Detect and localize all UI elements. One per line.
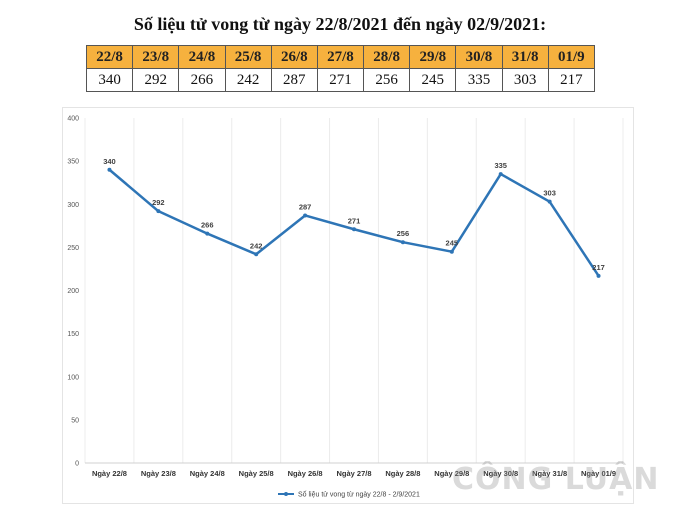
data-label: 256 — [397, 229, 410, 238]
page-title: Số liệu tử vong từ ngày 22/8/2021 đến ng… — [133, 14, 547, 34]
data-point — [156, 209, 161, 214]
y-tick-label: 150 — [67, 331, 79, 338]
data-label: 271 — [348, 216, 361, 225]
data-label: 287 — [299, 202, 312, 211]
table-value-cell: 340 — [85, 68, 134, 92]
y-tick-label: 250 — [67, 245, 79, 252]
table-header-cell: 22/8 — [85, 45, 134, 69]
table-value-cell: 303 — [501, 68, 549, 92]
chart-area: 0 50 100 150 200 250 300 350 400 Ngày 22/8 Ngày 23… — [62, 107, 634, 504]
legend-label: Số liệu tử vong từ ngày 22/8 - 2/9/2021 — [298, 490, 420, 499]
data-point — [498, 172, 503, 177]
data-point — [449, 249, 454, 254]
y-tick-label: 100 — [67, 374, 79, 381]
x-tick-label: Ngày 30/8 — [483, 469, 518, 478]
y-tick-label: 200 — [67, 288, 79, 295]
table-value-cell: 217 — [547, 68, 596, 92]
table-value-cell: 287 — [270, 68, 318, 92]
table-header-cell: 24/8 — [178, 45, 226, 69]
data-label: 335 — [494, 161, 507, 170]
y-tick-label: 0 — [75, 461, 79, 468]
table-header-cell: 31/8 — [501, 45, 549, 69]
table-header-cell: 29/8 — [409, 45, 457, 69]
data-point — [352, 227, 356, 232]
x-tick-label: Ngày 28/8 — [385, 469, 420, 478]
x-tick-label: Ngày 29/8 — [434, 469, 469, 478]
table-value-row: 340 292 266 242 287 271 256 245 335 303 … — [85, 68, 596, 92]
table-header-cell: 26/8 — [270, 45, 318, 69]
y-tick-label: 300 — [67, 202, 79, 209]
data-point — [303, 213, 308, 218]
table-header-cell: 01/9 — [547, 45, 596, 69]
data-label: 292 — [152, 198, 165, 207]
x-tick-label: Ngày 27/8 — [336, 469, 371, 478]
data-point — [107, 167, 112, 172]
table-header-cell: 25/8 — [224, 45, 272, 69]
x-tick-label: Ngày 25/8 — [239, 469, 274, 478]
data-label: 340 — [103, 157, 116, 166]
table-value-cell: 335 — [455, 68, 503, 92]
line-chart: 0 50 100 150 200 250 300 350 400 Ngày 22/8 Ngày 23… — [67, 116, 624, 499]
table-header-row: 22/8 23/8 24/8 25/8 26/8 27/8 28/8 29/8 … — [85, 45, 596, 69]
data-point — [254, 252, 259, 257]
data-label: 266 — [201, 221, 214, 230]
data-label: 245 — [446, 239, 459, 248]
table-header-cell: 28/8 — [363, 45, 411, 69]
x-tick-label: Ngày 23/8 — [141, 469, 176, 478]
watermark: CÔNG LUẬN — [452, 462, 660, 497]
table-header-cell: 23/8 — [132, 45, 180, 69]
table-header-cell: 27/8 — [316, 45, 365, 69]
table-value-cell: 256 — [363, 68, 411, 92]
data-label: 303 — [543, 189, 556, 198]
table-value-cell: 271 — [316, 68, 365, 92]
table-value-cell: 292 — [132, 68, 180, 92]
table-value-cell: 245 — [409, 68, 457, 92]
data-point — [205, 231, 210, 236]
data-point — [547, 199, 552, 204]
data-point — [400, 240, 405, 245]
x-tick-label: Ngày 24/8 — [190, 469, 225, 478]
x-tick-label: Ngày 22/8 — [92, 469, 127, 478]
table-header-cell: 30/8 — [455, 45, 503, 69]
y-tick-label: 350 — [67, 159, 79, 166]
y-tick-label: 50 — [71, 417, 79, 424]
data-table: 22/8 23/8 24/8 25/8 26/8 27/8 28/8 29/8 … — [85, 45, 596, 92]
legend-marker — [284, 492, 288, 496]
x-tick-label: Ngày 01/9 — [581, 469, 616, 478]
table-value-cell: 266 — [178, 68, 226, 92]
data-point — [596, 273, 601, 278]
table-value-cell: 242 — [224, 68, 272, 92]
y-tick-label: 400 — [67, 116, 79, 123]
data-label: 242 — [250, 241, 263, 250]
x-tick-label: Ngày 26/8 — [288, 469, 323, 478]
x-tick-label: Ngày 31/8 — [532, 469, 567, 478]
data-label: 217 — [592, 263, 605, 272]
